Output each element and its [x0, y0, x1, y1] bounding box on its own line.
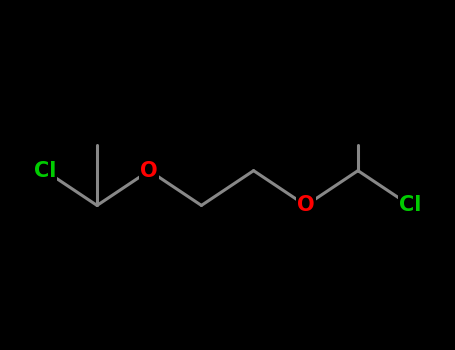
Text: Cl: Cl	[34, 161, 56, 181]
Text: Cl: Cl	[399, 195, 421, 216]
Text: O: O	[141, 161, 158, 181]
Text: O: O	[297, 195, 314, 216]
